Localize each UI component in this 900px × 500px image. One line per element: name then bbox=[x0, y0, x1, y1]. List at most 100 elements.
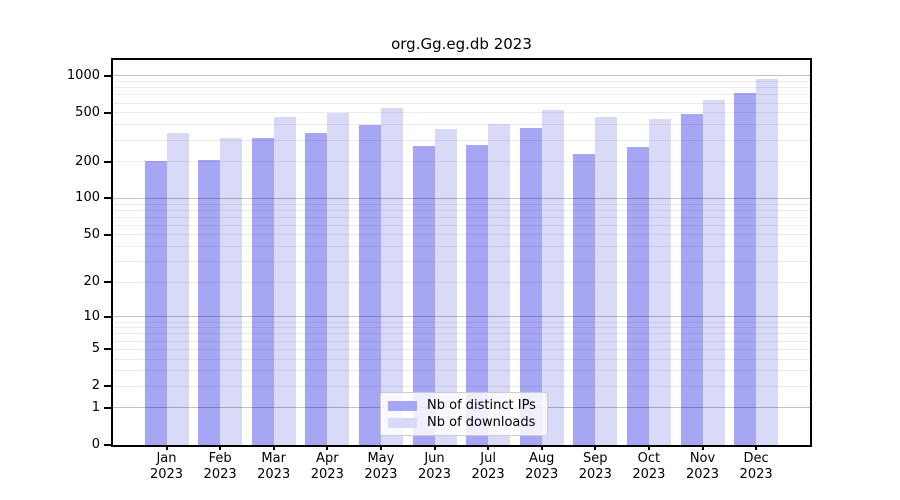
x-tick-month: Jan bbox=[156, 451, 177, 466]
x-tick-year: 2023 bbox=[310, 467, 344, 482]
x-tick-label: Mar 2023 bbox=[242, 451, 306, 483]
x-tick-mark bbox=[165, 445, 168, 450]
x-tick-mark bbox=[755, 445, 758, 450]
x-tick-month: Jul bbox=[480, 451, 496, 466]
x-tick-label: Oct 2023 bbox=[617, 451, 681, 483]
x-tick-month: Feb bbox=[208, 451, 232, 466]
y-tick-mark bbox=[104, 197, 111, 200]
bar-distinct-ips bbox=[144, 161, 167, 445]
x-tick-label: Sep 2023 bbox=[563, 451, 627, 483]
x-tick-label: Feb 2023 bbox=[188, 451, 252, 483]
y-tick-label: 1000 bbox=[66, 67, 100, 83]
x-tick-label: Aug 2023 bbox=[510, 451, 574, 483]
legend-item: Nb of downloads bbox=[388, 414, 540, 431]
y-tick-label: 200 bbox=[75, 153, 100, 169]
bar-downloads bbox=[220, 137, 243, 445]
x-tick-mark bbox=[272, 445, 275, 450]
bar-distinct-ips bbox=[734, 92, 757, 445]
y-tick-label: 20 bbox=[83, 274, 100, 290]
x-tick-label: May 2023 bbox=[349, 451, 413, 483]
x-tick-month: Dec bbox=[743, 451, 769, 466]
x-tick-mark bbox=[701, 445, 704, 450]
bar-downloads bbox=[541, 110, 564, 445]
x-tick-month: Apr bbox=[316, 451, 339, 466]
x-tick-month: Aug bbox=[528, 451, 555, 466]
x-tick-year: 2023 bbox=[257, 467, 291, 482]
y-tick-mark bbox=[104, 444, 111, 446]
x-tick-mark bbox=[379, 445, 382, 450]
x-tick-year: 2023 bbox=[578, 467, 612, 482]
x-tick-year: 2023 bbox=[203, 467, 237, 482]
y-tick-mark bbox=[104, 74, 111, 77]
x-tick-mark bbox=[219, 445, 222, 450]
x-tick-label: Jun 2023 bbox=[403, 451, 467, 483]
y-tick-label: 500 bbox=[75, 104, 100, 120]
y-tick-label: 100 bbox=[75, 190, 100, 206]
y-tick-label: 10 bbox=[83, 308, 100, 324]
x-tick-year: 2023 bbox=[364, 467, 398, 482]
y-tick-mark bbox=[104, 111, 111, 114]
bar-distinct-ips bbox=[251, 138, 274, 445]
bar-distinct-ips bbox=[466, 144, 489, 445]
bar-downloads bbox=[702, 99, 725, 445]
x-tick-month: Oct bbox=[637, 451, 661, 466]
y-tick-mark bbox=[104, 281, 111, 284]
legend-label: Nb of downloads bbox=[427, 415, 536, 430]
x-tick-year: 2023 bbox=[739, 467, 773, 482]
x-tick-month: Sep bbox=[583, 451, 608, 466]
legend-swatch-downloads bbox=[388, 417, 417, 428]
bar-distinct-ips bbox=[519, 127, 542, 445]
x-tick-mark bbox=[540, 445, 543, 450]
x-tick-label: Jan 2023 bbox=[135, 451, 199, 483]
y-tick-label: 0 bbox=[91, 437, 100, 452]
y-tick-label: 1 bbox=[91, 399, 100, 415]
x-tick-mark bbox=[647, 445, 650, 450]
x-tick-mark bbox=[487, 445, 490, 450]
y-tick-mark bbox=[104, 315, 111, 318]
x-tick-year: 2023 bbox=[471, 467, 505, 482]
bar-distinct-ips bbox=[626, 147, 649, 445]
bar-distinct-ips bbox=[198, 159, 221, 445]
bar-downloads bbox=[327, 112, 350, 445]
x-tick-label: Jul 2023 bbox=[456, 451, 520, 483]
bars-layer bbox=[113, 60, 810, 445]
x-tick-year: 2023 bbox=[149, 467, 184, 482]
x-tick-year: 2023 bbox=[525, 467, 559, 482]
plot-area bbox=[111, 58, 812, 447]
y-tick-mark bbox=[104, 406, 111, 409]
bar-distinct-ips bbox=[573, 153, 596, 445]
y-tick-label: 2 bbox=[91, 378, 100, 394]
legend-label: Nb of distinct IPs bbox=[427, 398, 536, 413]
legend: Nb of distinct IPs Nb of downloads bbox=[380, 392, 548, 436]
x-tick-year: 2023 bbox=[685, 467, 720, 482]
x-tick-year: 2023 bbox=[632, 467, 666, 482]
y-tick-mark bbox=[104, 348, 111, 351]
x-tick-year: 2023 bbox=[417, 467, 452, 482]
y-tick-mark bbox=[104, 233, 111, 236]
x-tick-label: Dec 2023 bbox=[724, 451, 788, 483]
x-tick-mark bbox=[594, 445, 597, 450]
x-tick-label: Apr 2023 bbox=[295, 451, 359, 483]
bar-downloads bbox=[595, 117, 618, 445]
legend-swatch-distinct-ips bbox=[388, 400, 417, 411]
x-tick-mark bbox=[326, 445, 329, 450]
bar-downloads bbox=[273, 116, 296, 445]
bar-distinct-ips bbox=[305, 133, 328, 445]
x-tick-label: Nov 2023 bbox=[671, 451, 735, 483]
bar-downloads bbox=[488, 124, 511, 445]
bar-distinct-ips bbox=[412, 146, 435, 445]
y-tick-label: 5 bbox=[91, 341, 100, 357]
bar-downloads bbox=[756, 78, 779, 445]
bar-downloads bbox=[648, 118, 671, 445]
bar-downloads bbox=[166, 132, 189, 445]
x-tick-month: Mar bbox=[261, 451, 286, 466]
chart-title: org.Gg.eg.db 2023 bbox=[391, 35, 532, 53]
bar-distinct-ips bbox=[680, 113, 703, 445]
y-tick-mark bbox=[104, 385, 111, 388]
x-tick-month: May bbox=[367, 451, 395, 466]
bar-distinct-ips bbox=[358, 124, 381, 445]
bar-downloads bbox=[434, 128, 457, 445]
legend-item: Nb of distinct IPs bbox=[388, 397, 540, 414]
y-tick-label: 50 bbox=[83, 226, 100, 242]
